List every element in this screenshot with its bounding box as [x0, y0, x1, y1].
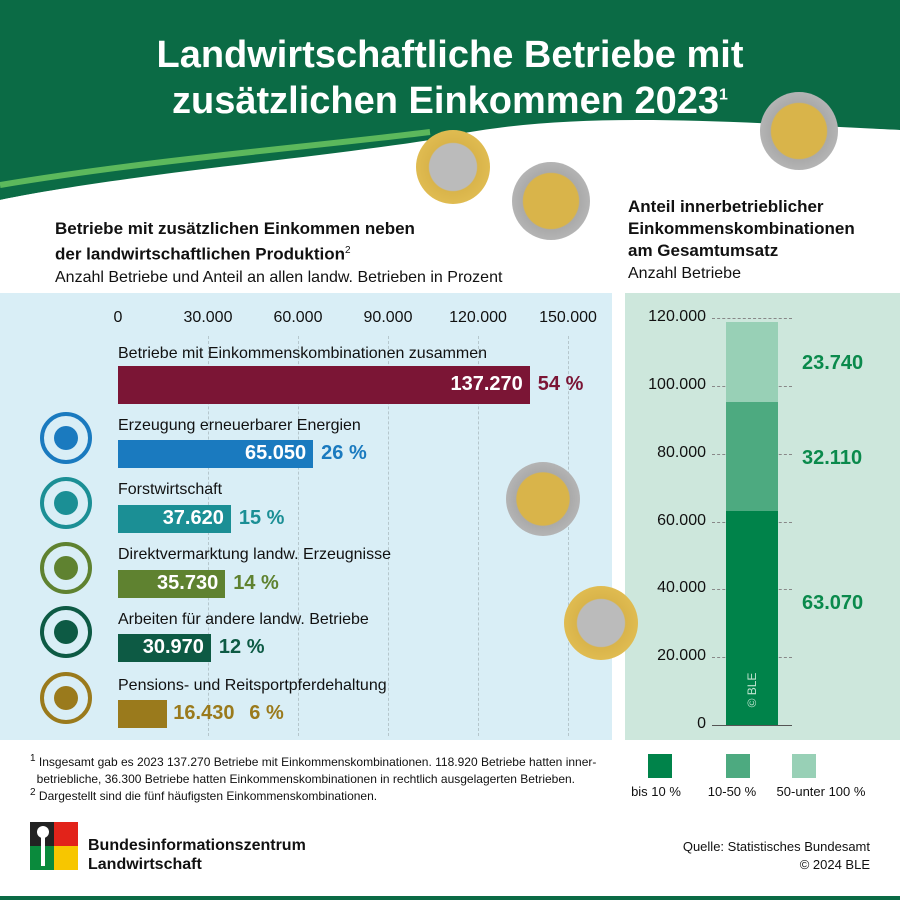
wind-turbine-icon — [38, 410, 94, 466]
bar — [118, 700, 168, 728]
watermark: © BLE — [745, 672, 759, 708]
bar — [118, 505, 231, 533]
y-tick-label: 0 — [697, 715, 706, 732]
stacked-segment — [726, 402, 778, 512]
stacked-segment — [726, 511, 778, 725]
euro-coin-icon — [564, 586, 638, 660]
title-line1: Landwirtschaftliche Betriebe mit — [156, 34, 744, 76]
bar-value-label: 16.430 — [173, 702, 235, 724]
bottom-border — [0, 896, 900, 900]
bar-value-label: 65.050 — [244, 442, 307, 464]
x-tick-label: 90.000 — [363, 309, 413, 326]
y-tick-label: 80.000 — [657, 443, 706, 461]
x-tick-label: 120.000 — [449, 309, 507, 326]
source: Quelle: Statistisches Bundesamt © 2024 BL… — [682, 839, 870, 872]
ble-logo-icon — [30, 822, 78, 870]
bar — [118, 570, 226, 598]
x-tick-label: 150.000 — [539, 309, 597, 326]
footnote-2: 2 Dargestellt sind die fünf häufigsten E… — [30, 787, 378, 803]
euro-coin-icon — [506, 462, 580, 536]
segment-value-label: 32.110 — [802, 447, 863, 469]
segment-value-label: 63.070 — [802, 592, 864, 614]
bar-value-label: 137.270 — [450, 373, 523, 395]
y-tick-label: 40.000 — [657, 579, 706, 597]
bar-category-label: Pensions- und Reitsportpferdehaltung — [118, 677, 387, 694]
title-line2: zusätzlichen Einkommen 20231 — [172, 80, 728, 122]
gridline — [208, 336, 209, 736]
right-heading: Anteil innerbetrieblicher Einkommenskombi… — [628, 197, 855, 282]
x-tick-label: 0 — [113, 309, 123, 326]
axis-line — [712, 725, 792, 726]
bar — [118, 366, 530, 404]
bar-percent-label: 6 % — [249, 702, 284, 724]
y-tick-label: 60.000 — [657, 511, 706, 529]
gridline — [712, 318, 792, 319]
x-tick-label: 60.000 — [273, 309, 323, 326]
gridline — [298, 336, 299, 736]
bar-percent-label: 12 % — [218, 636, 265, 658]
gridline — [478, 336, 479, 736]
bar-category-label: Arbeiten für andere landw. Betriebe — [118, 611, 369, 628]
trees-icon — [38, 475, 94, 531]
bar — [118, 440, 314, 468]
bar-percent-label: 14 % — [233, 572, 279, 594]
y-tick-label: 120.000 — [648, 308, 706, 325]
stacked-segment — [726, 321, 778, 403]
y-tick-label: 20.000 — [657, 647, 706, 665]
x-tick-label: 30.000 — [183, 309, 233, 326]
left-heading: Betriebe mit zusätzlichen Einkommen nebe… — [55, 219, 503, 286]
bar-value-label: 30.970 — [142, 636, 204, 658]
footnote-1: 1 Insgesamt gab es 2023 137.270 Betriebe… — [30, 753, 597, 786]
bar-category-label: Direktvermarktung landw. Erzeugnisse — [118, 546, 392, 563]
bar-percent-label: 15 % — [238, 507, 285, 529]
euro-coin-icon — [512, 162, 590, 240]
bar-value-label: 37.620 — [162, 507, 224, 529]
bar-value-label: 35.730 — [157, 572, 219, 594]
euro-coin-icon — [760, 92, 838, 170]
segment-value-label: 23.740 — [802, 352, 864, 374]
bar — [118, 634, 211, 662]
produce-bag-icon — [38, 540, 94, 596]
gridline — [568, 336, 569, 736]
euro-coin-icon — [416, 130, 490, 204]
bar-category-label: Betriebe mit Einkommenskombinationen zus… — [118, 345, 488, 362]
gridline — [388, 336, 389, 736]
bar-category-label: Forstwirtschaft — [118, 481, 223, 498]
y-tick-label: 100.000 — [648, 375, 706, 393]
tractor-icon — [38, 604, 94, 660]
bar-percent-label: 54 % — [537, 373, 584, 395]
bar-category-label: Erzeugung erneuerbarer Energien — [118, 417, 361, 434]
bar-percent-label: 26 % — [321, 442, 367, 464]
logo-text: Bundesinformationszentrum Landwirtschaft — [88, 837, 306, 873]
horse-icon — [38, 670, 94, 726]
